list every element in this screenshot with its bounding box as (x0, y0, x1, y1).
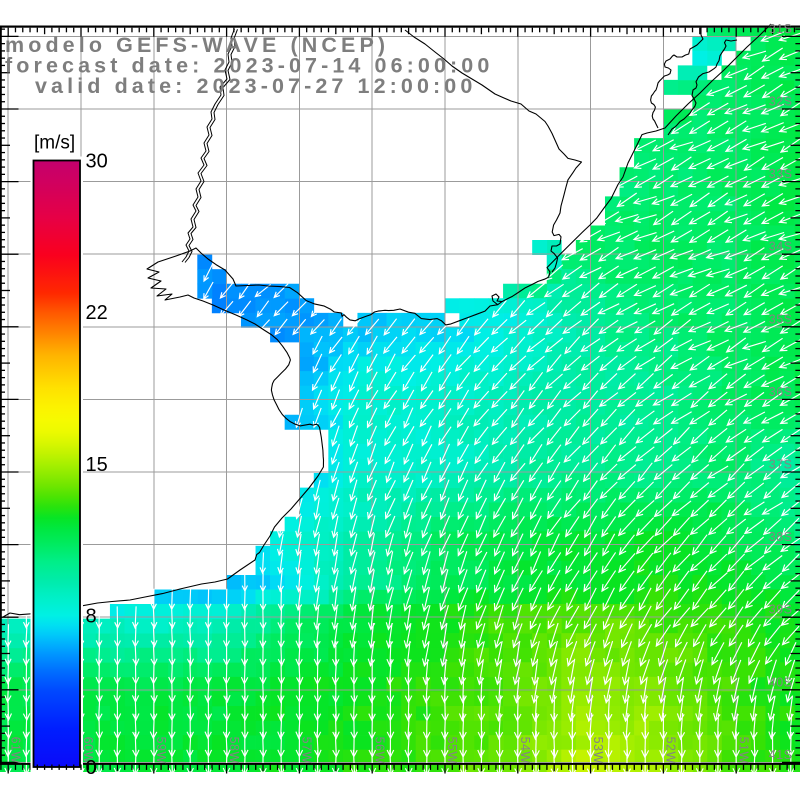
svg-text:22: 22 (86, 302, 108, 324)
svg-text:56W: 56W (372, 737, 386, 764)
svg-text:52W: 52W (664, 737, 678, 764)
svg-text:valid date: 2023-07-27 12:00:0: valid date: 2023-07-27 12:00:00 (35, 74, 476, 98)
svg-text:58W: 58W (227, 737, 241, 764)
svg-text:55W: 55W (445, 737, 459, 764)
svg-text:59W: 59W (154, 737, 168, 764)
svg-text:35S: 35S (769, 312, 793, 326)
svg-text:forecast date: 2023-07-14 06:0: forecast date: 2023-07-14 06:00:00 (5, 54, 493, 78)
svg-text:39S: 39S (769, 603, 793, 617)
svg-text:32S: 32S (769, 95, 793, 109)
svg-text:54W: 54W (518, 737, 532, 764)
svg-text:31S: 31S (769, 22, 793, 36)
svg-text:34S: 34S (769, 240, 793, 254)
svg-text:41S: 41S (769, 748, 793, 762)
svg-text:53W: 53W (591, 737, 605, 764)
svg-text:[m/s]: [m/s] (34, 133, 75, 154)
svg-text:30: 30 (86, 151, 108, 173)
svg-text:33S: 33S (769, 167, 793, 181)
svg-text:51W: 51W (736, 737, 750, 764)
svg-text:36S: 36S (769, 385, 793, 399)
svg-text:61W: 61W (8, 737, 22, 764)
svg-text:38S: 38S (769, 530, 793, 544)
svg-text:8: 8 (86, 605, 97, 627)
svg-text:37S: 37S (769, 458, 793, 472)
svg-text:57W: 57W (300, 737, 314, 764)
svg-text:40S: 40S (769, 675, 793, 689)
svg-text:0: 0 (86, 757, 97, 779)
svg-text:modelo GEFS-WAVE (NCEP): modelo GEFS-WAVE (NCEP) (5, 33, 389, 57)
svg-text:15: 15 (86, 454, 108, 476)
svg-text:60W: 60W (81, 737, 95, 764)
